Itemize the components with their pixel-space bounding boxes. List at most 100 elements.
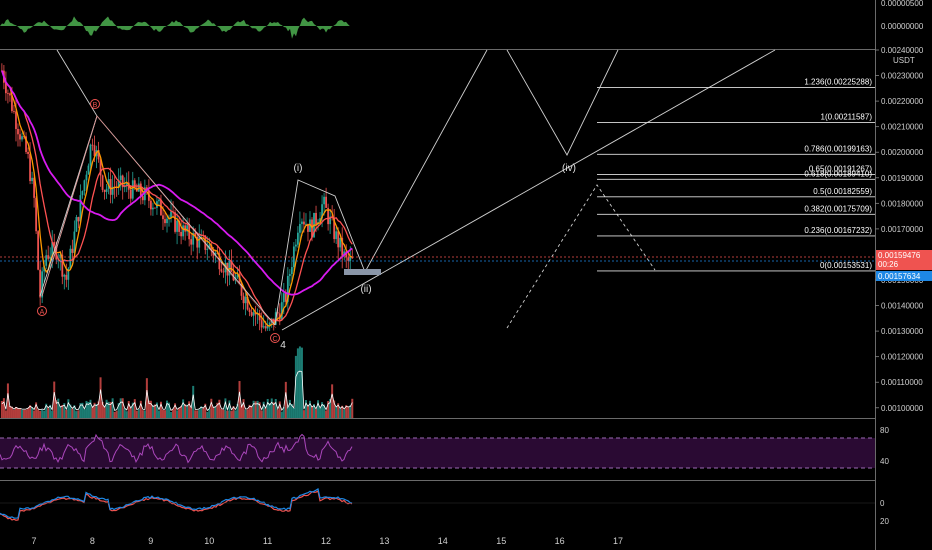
volume-bar xyxy=(81,402,84,418)
volume-bar xyxy=(0,400,3,418)
fib-level-label: 0.618(0.00189410) xyxy=(804,169,872,178)
candle-body xyxy=(329,216,332,225)
volume-bar xyxy=(274,398,277,418)
price-tick-label: 0.00220000 xyxy=(881,97,924,106)
wave-drawings[interactable] xyxy=(0,49,875,331)
wave-ii-marker xyxy=(344,269,381,275)
volume-bar xyxy=(202,408,205,418)
candle-body xyxy=(268,322,271,326)
volume-bar xyxy=(182,399,185,418)
volume-bar xyxy=(14,406,17,418)
volume-bar xyxy=(4,410,7,418)
volume-bar xyxy=(304,400,307,418)
rsi-tick-label: 80 xyxy=(880,426,889,435)
candle-body xyxy=(158,199,160,202)
wave-label: 4 xyxy=(280,340,286,351)
volume-bar xyxy=(335,406,338,418)
candle-body xyxy=(37,231,40,270)
volume-bar xyxy=(53,381,56,418)
volume-bar xyxy=(33,410,36,418)
wave-badge-circle xyxy=(37,306,47,316)
wave-badge-label: A xyxy=(40,309,45,316)
candle-body xyxy=(59,254,62,259)
candle-body xyxy=(192,233,195,245)
volume-bar xyxy=(67,399,70,418)
time-tick-label: 11 xyxy=(263,536,272,546)
candle-body xyxy=(250,311,253,316)
volume-bar xyxy=(192,385,195,418)
candle-body xyxy=(137,183,140,192)
time-tick-label: 7 xyxy=(31,536,36,546)
current-price-tag xyxy=(876,250,932,270)
candle-body xyxy=(260,320,263,328)
volume-bar xyxy=(10,406,13,418)
volume-bar xyxy=(327,401,330,418)
candle-body xyxy=(290,267,293,275)
volume-bar xyxy=(280,411,283,418)
time-axis[interactable]: 7 8 9 10 11 12 13 14 15 16 17 xyxy=(31,536,623,546)
volume-bar xyxy=(262,401,265,418)
volume-bar xyxy=(214,406,217,418)
candle-body xyxy=(327,207,330,225)
volume-bar xyxy=(341,405,344,418)
volume-bar xyxy=(286,407,289,418)
fib-extension[interactable]: 1.236(0.00225288) 1(0.00211587) 0.786(0.00… xyxy=(597,78,875,272)
volume-bar xyxy=(284,381,287,418)
volume-bar xyxy=(65,409,68,418)
volume-bar xyxy=(16,408,19,418)
candle-body xyxy=(286,275,289,302)
candle-body xyxy=(71,248,74,253)
volume-bar xyxy=(27,408,30,418)
wave-label: (i) xyxy=(294,163,303,174)
price-tick-label: 0.00130000 xyxy=(881,327,924,336)
volume-bar xyxy=(276,409,279,418)
candle-body xyxy=(272,318,275,325)
wave-label: (ii) xyxy=(360,284,371,295)
volume-bar xyxy=(45,403,48,418)
volume-bar xyxy=(230,411,233,418)
wave-line xyxy=(274,49,488,326)
volume-bar xyxy=(85,400,88,418)
price-tick-label: 0.00140000 xyxy=(881,302,924,311)
candle-body xyxy=(65,274,68,280)
candle-body xyxy=(309,219,311,232)
price-axis[interactable]: 0.00240000 0.00230000 0.00220000 0.00210000… xyxy=(875,0,932,526)
volume-bar xyxy=(105,399,108,418)
candle-body xyxy=(91,144,94,146)
volume-bar xyxy=(216,402,219,418)
volume-bar xyxy=(127,400,130,418)
volume-bar xyxy=(31,407,34,418)
candle-body xyxy=(77,217,80,222)
candle-body xyxy=(311,219,313,238)
volume-bar xyxy=(125,411,128,418)
time-tick-label: 8 xyxy=(90,536,95,546)
candle-body xyxy=(133,180,136,188)
volume-bar xyxy=(69,404,72,418)
volume-bar xyxy=(190,407,193,418)
volume-bar xyxy=(270,398,273,418)
candle-body xyxy=(160,199,162,216)
candle-body xyxy=(337,231,340,248)
osc-histogram xyxy=(0,16,350,39)
fib-level-label: 0.236(0.00167232) xyxy=(804,226,872,235)
volume-bar xyxy=(145,378,148,418)
candle-body xyxy=(240,283,243,296)
candle-body xyxy=(17,128,19,135)
volume-bar xyxy=(107,401,110,418)
volume-bar xyxy=(93,402,96,418)
candle-body xyxy=(129,189,132,199)
wave-badge-circle xyxy=(270,333,280,343)
candle-body xyxy=(93,145,96,157)
volume-bar xyxy=(226,410,229,418)
candle-body xyxy=(264,326,267,329)
time-tick-label: 10 xyxy=(204,536,214,546)
wave-badge-label: B xyxy=(93,102,98,109)
candle-body xyxy=(117,179,120,188)
candle-body xyxy=(190,239,193,245)
volume-bar xyxy=(224,398,227,418)
volume-bar xyxy=(329,399,332,418)
volume-bar xyxy=(55,400,58,418)
volume-bar xyxy=(240,405,243,418)
candle-body xyxy=(210,244,213,251)
